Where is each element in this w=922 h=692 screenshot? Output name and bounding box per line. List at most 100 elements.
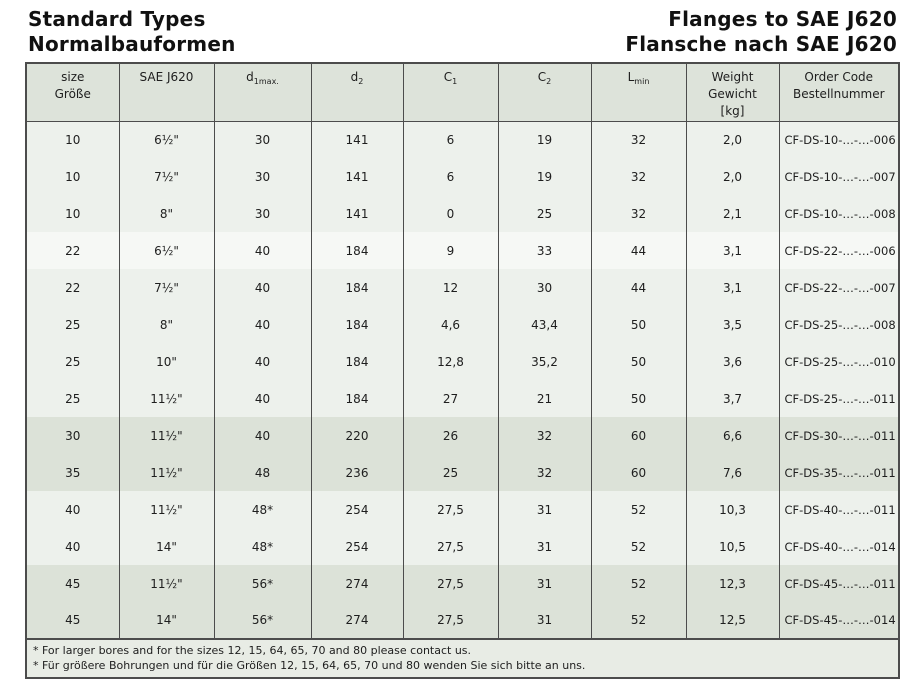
cell-lmin: 60 bbox=[590, 454, 686, 491]
cell-c2: 19 bbox=[497, 158, 591, 195]
cell-size: 25 bbox=[26, 343, 119, 380]
cell-lmin: 52 bbox=[590, 528, 686, 565]
cell-c2: 31 bbox=[497, 528, 591, 565]
cell-sae: 11½" bbox=[118, 380, 214, 417]
table-row: 40 11½" 48* 254 27,5 31 52 10,3 CF-DS-40-…-…-011 bbox=[26, 491, 899, 528]
col-header-size: size Größe bbox=[26, 63, 119, 122]
cell-sae: 6½" bbox=[118, 121, 214, 158]
footnote-en: * For larger bores and for the sizes 12,… bbox=[33, 643, 892, 658]
cell-weight: 3,5 bbox=[685, 306, 779, 343]
cell-size: 10 bbox=[26, 195, 119, 232]
table-footnotes: * For larger bores and for the sizes 12,… bbox=[26, 638, 899, 678]
cell-order: CF-DS-22-…-…-007 bbox=[778, 269, 899, 306]
cell-sae: 7½" bbox=[118, 158, 214, 195]
page-title-left: Standard Types Normalbauformen bbox=[28, 7, 236, 57]
cell-c2: 21 bbox=[497, 380, 591, 417]
table-row: 10 8" 30 141 0 25 32 2,1 CF-DS-10-…-…-008 bbox=[26, 195, 899, 232]
cell-order: CF-DS-35-…-…-011 bbox=[778, 454, 899, 491]
cell-d2: 274 bbox=[310, 565, 403, 602]
cell-lmin: 60 bbox=[590, 417, 686, 454]
cell-order: CF-DS-25-…-…-008 bbox=[778, 306, 899, 343]
cell-weight: 10,3 bbox=[685, 491, 779, 528]
cell-sae: 6½" bbox=[118, 232, 214, 269]
footnote-de-text: Für größere Bohrungen und für die Größen… bbox=[42, 659, 586, 672]
cell-lmin: 52 bbox=[590, 565, 686, 602]
table-row: 22 6½" 40 184 9 33 44 3,1 CF-DS-22-…-…-006 bbox=[26, 232, 899, 269]
cell-c2: 19 bbox=[497, 121, 591, 158]
cell-order: CF-DS-10-…-…-008 bbox=[778, 195, 899, 232]
title-flansche-sae: Flansche nach SAE J620 bbox=[625, 32, 897, 56]
cell-weight: 2,0 bbox=[685, 158, 779, 195]
cell-lmin: 50 bbox=[590, 343, 686, 380]
cell-d1max: 40 bbox=[213, 269, 311, 306]
cell-size: 22 bbox=[26, 269, 119, 306]
cell-lmin: 44 bbox=[590, 269, 686, 306]
cell-order: CF-DS-25-…-…-011 bbox=[778, 380, 899, 417]
cell-d2: 141 bbox=[310, 158, 403, 195]
col-header-lmin: Lmin bbox=[590, 63, 686, 122]
cell-sae: 8" bbox=[118, 306, 214, 343]
cell-size: 30 bbox=[26, 417, 119, 454]
col-header-d1max: d1max. bbox=[213, 63, 311, 122]
table-row: 30 11½" 40 220 26 32 60 6,6 CF-DS-30-…-…-011 bbox=[26, 417, 899, 454]
title-flanges-sae: Flanges to SAE J620 bbox=[668, 7, 897, 31]
cell-c1: 27 bbox=[402, 380, 498, 417]
cell-c1: 27,5 bbox=[402, 565, 498, 602]
cell-order: CF-DS-10-…-…-006 bbox=[778, 121, 899, 158]
cell-c1: 27,5 bbox=[402, 491, 498, 528]
table-row: 22 7½" 40 184 12 30 44 3,1 CF-DS-22-…-…-007 bbox=[26, 269, 899, 306]
table-body: 10 6½" 30 141 6 19 32 2,0 CF-DS-10-…-…-006 10 7½" 3… bbox=[26, 121, 899, 639]
cell-order: CF-DS-30-…-…-011 bbox=[778, 417, 899, 454]
cell-size: 40 bbox=[26, 491, 119, 528]
col-header-c2: C2 bbox=[497, 63, 591, 122]
footnote-row: * For larger bores and for the sizes 12,… bbox=[26, 638, 899, 678]
footnote-marker: * bbox=[33, 644, 39, 657]
cell-weight: 3,1 bbox=[685, 269, 779, 306]
title-standard-types: Standard Types bbox=[28, 7, 206, 31]
cell-d2: 220 bbox=[310, 417, 403, 454]
cell-d2: 184 bbox=[310, 343, 403, 380]
cell-weight: 2,0 bbox=[685, 121, 779, 158]
cell-c1: 12,8 bbox=[402, 343, 498, 380]
col-header-sae-j620: SAE J620 bbox=[118, 63, 214, 122]
cell-d2: 184 bbox=[310, 380, 403, 417]
cell-d1max: 40 bbox=[213, 380, 311, 417]
cell-size: 45 bbox=[26, 565, 119, 602]
cell-sae: 8" bbox=[118, 195, 214, 232]
cell-d1max: 30 bbox=[213, 195, 311, 232]
page-title-right: Flanges to SAE J620 Flansche nach SAE J6… bbox=[625, 7, 897, 57]
cell-weight: 3,1 bbox=[685, 232, 779, 269]
cell-order: CF-DS-10-…-…-007 bbox=[778, 158, 899, 195]
cell-order: CF-DS-45-…-…-011 bbox=[778, 565, 899, 602]
cell-c2: 43,4 bbox=[497, 306, 591, 343]
table-row: 25 10" 40 184 12,8 35,2 50 3,6 CF-DS-25-…-…-010 bbox=[26, 343, 899, 380]
cell-d2: 254 bbox=[310, 528, 403, 565]
cell-sae: 14" bbox=[118, 602, 214, 639]
footnote-en-text: For larger bores and for the sizes 12, 1… bbox=[42, 644, 472, 657]
cell-d1max: 40 bbox=[213, 232, 311, 269]
cell-c2: 32 bbox=[497, 417, 591, 454]
cell-d2: 184 bbox=[310, 232, 403, 269]
cell-weight: 12,3 bbox=[685, 565, 779, 602]
table-row: 35 11½" 48 236 25 32 60 7,6 CF-DS-35-…-…-011 bbox=[26, 454, 899, 491]
cell-lmin: 32 bbox=[590, 158, 686, 195]
cell-c2: 30 bbox=[497, 269, 591, 306]
cell-order: CF-DS-45-…-…-014 bbox=[778, 602, 899, 639]
cell-sae: 11½" bbox=[118, 491, 214, 528]
cell-sae: 11½" bbox=[118, 565, 214, 602]
cell-sae: 7½" bbox=[118, 269, 214, 306]
cell-order: CF-DS-25-…-…-010 bbox=[778, 343, 899, 380]
cell-c1: 12 bbox=[402, 269, 498, 306]
cell-c1: 27,5 bbox=[402, 528, 498, 565]
cell-c1: 4,6 bbox=[402, 306, 498, 343]
cell-d1max: 48* bbox=[213, 491, 311, 528]
cell-lmin: 52 bbox=[590, 491, 686, 528]
cell-d2: 254 bbox=[310, 491, 403, 528]
cell-c2: 31 bbox=[497, 491, 591, 528]
cell-weight: 6,6 bbox=[685, 417, 779, 454]
cell-sae: 11½" bbox=[118, 454, 214, 491]
cell-d2: 141 bbox=[310, 121, 403, 158]
cell-d2: 274 bbox=[310, 602, 403, 639]
cell-weight: 3,6 bbox=[685, 343, 779, 380]
